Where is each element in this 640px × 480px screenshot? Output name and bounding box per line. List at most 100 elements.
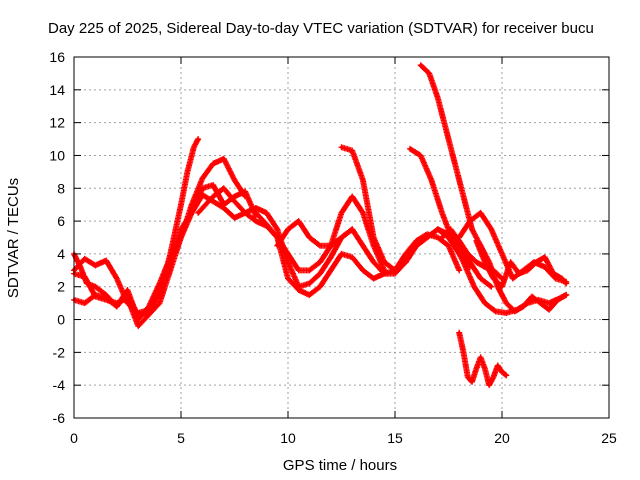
data-point (136, 318, 140, 322)
data-point (361, 178, 365, 182)
data-point (382, 260, 386, 264)
x-tick-label: 10 (280, 430, 296, 446)
data-point (286, 227, 290, 231)
data-point (449, 227, 453, 231)
data-point (404, 252, 408, 256)
data-point (564, 293, 568, 297)
data-point (329, 255, 333, 259)
data-point (500, 252, 504, 256)
series-track-6 (252, 209, 463, 298)
data-point (427, 71, 431, 75)
data-point (496, 363, 500, 367)
data-point (457, 268, 461, 272)
data-point (233, 178, 236, 182)
y-tick-label: 12 (49, 115, 65, 131)
data-point (297, 268, 301, 272)
x-tick-label: 5 (177, 430, 185, 446)
data-point (466, 375, 470, 379)
data-point (419, 153, 423, 157)
data-point (504, 373, 508, 377)
data-point (451, 239, 455, 243)
y-axis-ticks: -6 -4 -2 0 2 4 6 8 10 12 14 16 (49, 49, 609, 426)
data-point (136, 324, 140, 328)
y-tick-label: 10 (49, 147, 65, 163)
series-track-2 (71, 155, 249, 330)
data-point (504, 301, 508, 305)
data-point (436, 96, 440, 100)
data-point (470, 227, 474, 231)
series-track-11 (439, 226, 505, 282)
data-point (104, 258, 108, 262)
data-point (551, 272, 555, 276)
x-tick-label: 0 (70, 430, 78, 446)
data-point (318, 260, 322, 264)
data-point (83, 257, 87, 261)
data-point (200, 176, 204, 180)
data-point (429, 178, 433, 182)
data-point (286, 260, 290, 264)
data-point (543, 255, 547, 259)
data-point (457, 236, 461, 239)
data-point (222, 157, 226, 161)
data-point (479, 211, 483, 215)
data-point (468, 219, 472, 223)
data-point (350, 149, 354, 153)
y-tick-label: 2 (57, 279, 65, 295)
data-point (521, 304, 525, 308)
data-point (474, 239, 478, 243)
data-point (468, 265, 472, 269)
data-point (479, 277, 483, 281)
data-point (211, 194, 215, 198)
data-point (500, 285, 504, 289)
data-point (494, 309, 498, 313)
y-tick-label: 4 (57, 246, 65, 262)
data-point (453, 162, 457, 166)
data-point (307, 293, 311, 297)
data-point (440, 211, 444, 215)
data-point (530, 295, 534, 299)
data-point (543, 265, 547, 269)
data-point (547, 308, 551, 312)
data-point (483, 367, 487, 371)
data-point (254, 206, 258, 210)
chart-title: Day 225 of 2025, Sidereal Day-to-day VTE… (48, 20, 594, 37)
data-point (254, 219, 258, 223)
data-point (93, 293, 97, 297)
data-point (340, 145, 343, 149)
data-point (286, 277, 290, 281)
data-point (539, 301, 543, 305)
data-point (350, 255, 354, 259)
data-point (329, 244, 333, 248)
plot-frame (73, 56, 610, 419)
data-point (361, 211, 365, 215)
data-point (93, 285, 97, 289)
data-point (254, 211, 258, 215)
data-point (419, 63, 423, 67)
y-tick-label: 0 (57, 312, 65, 328)
data-point (414, 239, 418, 243)
data-point (436, 236, 440, 239)
data-point (483, 260, 487, 264)
data-point (307, 236, 311, 239)
data-point (243, 190, 247, 194)
data-point (350, 227, 354, 231)
data-point (382, 272, 386, 276)
data-point (372, 236, 376, 239)
data-point (158, 281, 162, 285)
data-point (436, 227, 440, 231)
data-point (318, 244, 322, 248)
data-point (526, 268, 530, 272)
data-point (243, 211, 247, 215)
data-point (115, 304, 119, 308)
data-point (414, 244, 418, 248)
data-point (457, 331, 461, 335)
y-tick-label: 8 (57, 180, 65, 196)
data-point (147, 304, 151, 308)
data-point (466, 252, 470, 256)
data-point (200, 186, 204, 190)
series-markers (274, 218, 356, 249)
data-point (372, 277, 376, 281)
data-point (93, 263, 97, 267)
x-tick-label: 15 (387, 430, 403, 446)
